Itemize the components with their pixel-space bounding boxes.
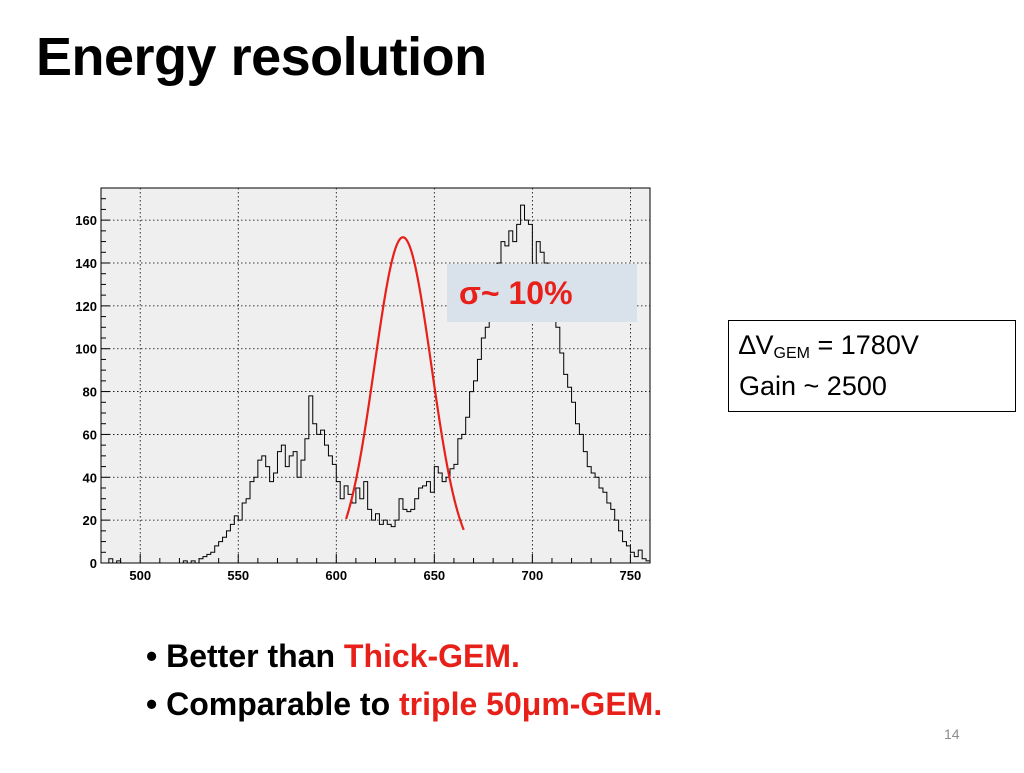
y-tick-label: 20 bbox=[83, 513, 97, 528]
gem-voltage-line: ∆VGEM = 1780V bbox=[739, 329, 1005, 370]
gaussian-fit-curve bbox=[345, 236, 465, 531]
x-tick-label: 700 bbox=[522, 568, 544, 583]
y-tick-label: 120 bbox=[75, 299, 97, 314]
y-tick-label: 60 bbox=[83, 427, 97, 442]
voltage-v: V bbox=[755, 330, 774, 360]
delta-symbol: ∆ bbox=[739, 330, 756, 360]
plot-area bbox=[100, 187, 651, 564]
sigma-value: ~ 10% bbox=[480, 274, 573, 311]
voltage-subscript: GEM bbox=[773, 345, 810, 362]
x-tick-label: 650 bbox=[423, 568, 445, 583]
x-tick-label: 500 bbox=[129, 568, 151, 583]
bullet-text: • Better than bbox=[146, 638, 344, 674]
y-tick-label: 80 bbox=[83, 385, 97, 400]
bullet-item: • Comparable to triple 50μm-GEM. bbox=[146, 680, 662, 728]
bullet-highlight: m-GEM. bbox=[541, 686, 663, 722]
bullet-item: • Better than Thick-GEM. bbox=[146, 632, 662, 680]
page-number: 14 bbox=[944, 726, 960, 742]
mu-symbol: μ bbox=[521, 686, 542, 722]
page-title: Energy resolution bbox=[36, 27, 487, 87]
gem-info-box: ∆VGEM = 1780V Gain ~ 2500 bbox=[728, 320, 1016, 412]
sigma-symbol: σ bbox=[459, 274, 481, 311]
y-tick-label: 100 bbox=[75, 342, 97, 357]
x-tick-label: 600 bbox=[325, 568, 347, 583]
y-tick-label: 160 bbox=[75, 213, 97, 228]
tick-labels: 500 550 600 650 700 750 0 20 40 60 80 100 120 140 160 bbox=[75, 213, 641, 583]
axes bbox=[100, 187, 651, 564]
bullet-text: • Comparable to bbox=[146, 686, 400, 722]
sigma-annotation: σ ~ 10% bbox=[447, 264, 637, 322]
bullet-highlight: triple 50 bbox=[399, 686, 522, 722]
y-tick-label: 40 bbox=[83, 470, 97, 485]
y-tick-label: 0 bbox=[90, 556, 97, 571]
y-tick-label: 140 bbox=[75, 256, 97, 271]
voltage-value: = 1780V bbox=[810, 330, 919, 360]
x-tick-label: 550 bbox=[227, 568, 249, 583]
x-tick-label: 750 bbox=[620, 568, 642, 583]
histogram-line bbox=[101, 204, 650, 564]
bullet-list: • Better than Thick-GEM. • Comparable to… bbox=[146, 632, 662, 728]
bullet-highlight: Thick-GEM. bbox=[343, 638, 520, 674]
gain-line: Gain ~ 2500 bbox=[739, 371, 887, 401]
